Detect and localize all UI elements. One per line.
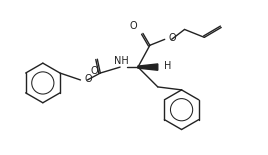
Text: O: O — [129, 21, 137, 31]
Polygon shape — [138, 64, 158, 70]
Text: NH: NH — [114, 56, 128, 66]
Text: H: H — [164, 61, 171, 71]
Text: O: O — [169, 33, 176, 43]
Text: O: O — [91, 66, 98, 76]
Text: O: O — [84, 74, 92, 84]
